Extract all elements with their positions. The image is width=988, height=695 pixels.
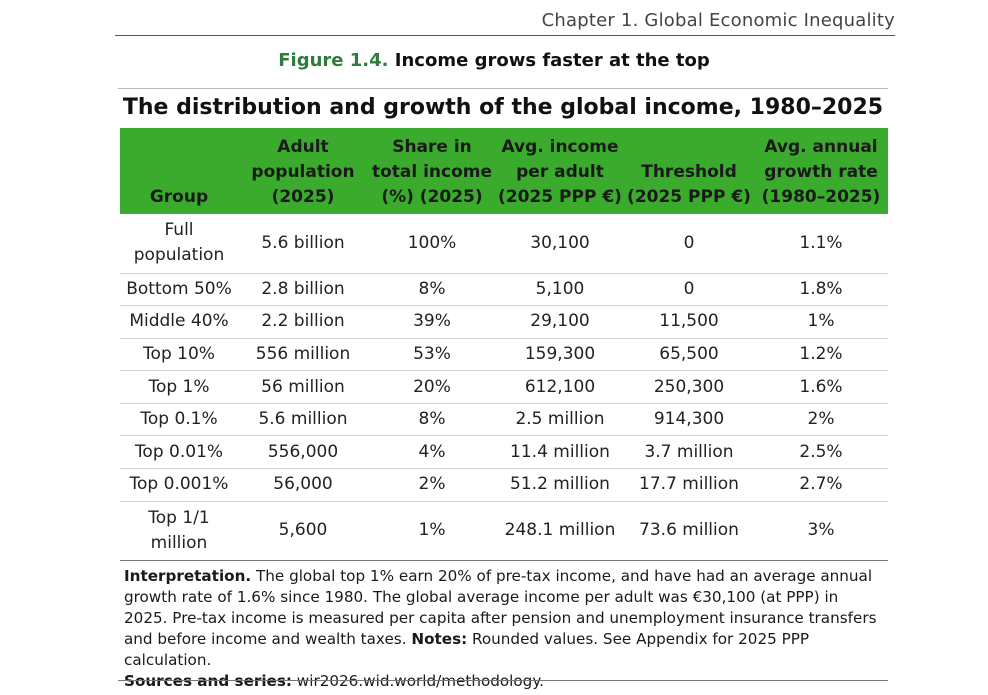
cell-avg-income: 159,300 [496, 338, 624, 372]
col-header-threshold: Threshold (2025 PPP €) [627, 162, 751, 207]
cell-share: 39% [368, 305, 496, 339]
cell-avg-income: 11.4 million [496, 435, 624, 470]
cell-population: 5.6 million [238, 403, 368, 437]
cell-threshold: 914,300 [624, 403, 754, 437]
top-rule [118, 88, 888, 89]
cell-share: 2% [368, 468, 496, 502]
figure-title: Income grows faster at the top [394, 50, 710, 71]
cell-threshold: 17.7 million [624, 468, 754, 502]
figure-caption: Figure 1.4. Income grows faster at the t… [0, 50, 988, 71]
interpretation-text: The global top 1% earn 20% of pre-tax in… [124, 567, 877, 648]
cell-share: 100% [368, 214, 496, 274]
cell-population: 56 million [238, 370, 368, 404]
sources-label: Sources and series: [124, 672, 292, 690]
col-header-growth: Avg. annual growth rate (1980–2025) [761, 137, 881, 207]
table-header-row: Group Adult population (2025) Share in t… [120, 128, 888, 214]
col-header-share: Share in total income (%) (2025) [371, 137, 493, 207]
col-header-avg-income: Avg. income per adult (2025 PPP €) [498, 137, 622, 207]
cell-growth: 1.1% [754, 214, 888, 274]
cell-threshold: 11,500 [624, 305, 754, 339]
cell-growth: 2.7% [754, 468, 888, 502]
col-header-population: Adult population (2025) [251, 137, 355, 207]
table-row: Middle 40% 2.2 billion 39% 29,100 11,500… [120, 305, 888, 339]
cell-share: 53% [368, 338, 496, 372]
cell-growth: 2.5% [754, 435, 888, 470]
bottom-rule [118, 680, 888, 681]
cell-growth: 2% [754, 403, 888, 437]
cell-group: Full population [120, 214, 238, 274]
cell-threshold: 73.6 million [624, 501, 754, 561]
cell-group: Top 1% [120, 370, 238, 404]
cell-group: Top 1/1 million [120, 501, 238, 561]
cell-avg-income: 612,100 [496, 370, 624, 404]
cell-group: Top 0.1% [120, 403, 238, 437]
interpretation-label: Interpretation. [124, 567, 252, 585]
table-row: Full population 5.6 billion 100% 30,100 0… [120, 214, 888, 274]
table-notes: Interpretation. The global top 1% earn 2… [124, 566, 884, 692]
cell-avg-income: 248.1 million [496, 501, 624, 561]
cell-population: 5,600 [238, 501, 368, 561]
notes-text: Rounded values. See Appendix for 2025 PP… [124, 630, 810, 669]
chapter-header: Chapter 1. Global Economic Inequality [115, 10, 895, 36]
cell-group: Top 10% [120, 338, 238, 372]
table-row: Bottom 50% 2.8 billion 8% 5,100 0 1.8% [120, 273, 888, 307]
cell-population: 56,000 [238, 468, 368, 502]
table-title: The distribution and growth of the globa… [122, 95, 884, 120]
cell-share: 4% [368, 435, 496, 470]
cell-growth: 3% [754, 501, 888, 561]
cell-avg-income: 5,100 [496, 273, 624, 307]
cell-share: 1% [368, 501, 496, 561]
cell-share: 8% [368, 273, 496, 307]
cell-population: 5.6 billion [238, 214, 368, 274]
cell-growth: 1.8% [754, 273, 888, 307]
cell-threshold: 0 [624, 273, 754, 307]
sources-link[interactable]: wir2026.wid.world/methodology. [291, 672, 544, 690]
cell-group: Top 0.01% [120, 435, 238, 470]
table-row: Top 10% 556 million 53% 159,300 65,500 1… [120, 338, 888, 372]
cell-avg-income: 2.5 million [496, 403, 624, 437]
cell-group: Middle 40% [120, 305, 238, 339]
cell-threshold: 65,500 [624, 338, 754, 372]
table-row: Top 0.01% 556,000 4% 11.4 million 3.7 mi… [120, 435, 888, 470]
cell-growth: 1.6% [754, 370, 888, 404]
cell-growth: 1% [754, 305, 888, 339]
cell-population: 556,000 [238, 435, 368, 470]
table-row: Top 1% 56 million 20% 612,100 250,300 1.… [120, 370, 888, 404]
cell-avg-income: 30,100 [496, 214, 624, 274]
cell-group: Top 0.001% [120, 468, 238, 502]
table-row: Top 0.001% 56,000 2% 51.2 million 17.7 m… [120, 468, 888, 502]
cell-share: 8% [368, 403, 496, 437]
cell-group: Bottom 50% [120, 273, 238, 307]
figure-number: Figure 1.4. [278, 50, 389, 71]
cell-avg-income: 51.2 million [496, 468, 624, 502]
table-row: Top 0.1% 5.6 million 8% 2.5 million 914,… [120, 403, 888, 437]
col-header-group: Group [149, 187, 209, 207]
cell-threshold: 250,300 [624, 370, 754, 404]
cell-threshold: 0 [624, 214, 754, 274]
cell-population: 2.2 billion [238, 305, 368, 339]
cell-threshold: 3.7 million [624, 435, 754, 470]
cell-share: 20% [368, 370, 496, 404]
income-distribution-table: Group Adult population (2025) Share in t… [120, 128, 888, 561]
cell-growth: 1.2% [754, 338, 888, 372]
cell-avg-income: 29,100 [496, 305, 624, 339]
notes-label: Notes: [411, 630, 468, 648]
table-row: Top 1/1 million 5,600 1% 248.1 million 73… [120, 501, 888, 561]
cell-population: 2.8 billion [238, 273, 368, 307]
cell-population: 556 million [238, 338, 368, 372]
